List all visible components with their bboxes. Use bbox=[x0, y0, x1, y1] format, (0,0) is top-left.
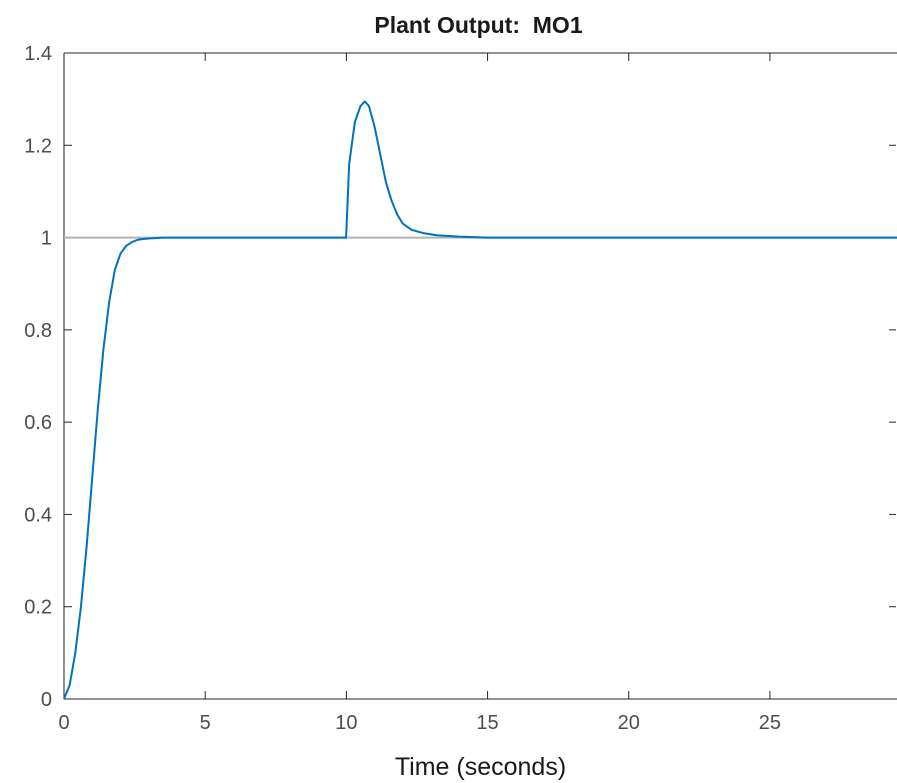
y-tick-label: 0 bbox=[41, 689, 52, 711]
x-tick-label: 10 bbox=[335, 712, 357, 734]
x-tick-label: 25 bbox=[759, 712, 781, 734]
x-tick-label: 0 bbox=[58, 712, 69, 734]
y-tick-label: 0.8 bbox=[24, 320, 52, 342]
x-tick-label: 15 bbox=[476, 712, 498, 734]
x-axis-label: Time (seconds) bbox=[395, 753, 566, 781]
y-tick-label: 1.2 bbox=[24, 135, 52, 157]
y-tick-label: 1 bbox=[41, 228, 52, 250]
x-tick-label: 20 bbox=[618, 712, 640, 734]
y-tick-label: 1.4 bbox=[24, 43, 52, 65]
chart-title: Plant Output: MO1 bbox=[374, 12, 582, 38]
y-tick-label: 0.2 bbox=[24, 597, 52, 619]
series-line bbox=[63, 100, 897, 700]
x-tick-label: 5 bbox=[200, 712, 211, 734]
y-tick-label: 0.4 bbox=[24, 504, 52, 526]
y-tick-label: 0.6 bbox=[24, 412, 52, 434]
